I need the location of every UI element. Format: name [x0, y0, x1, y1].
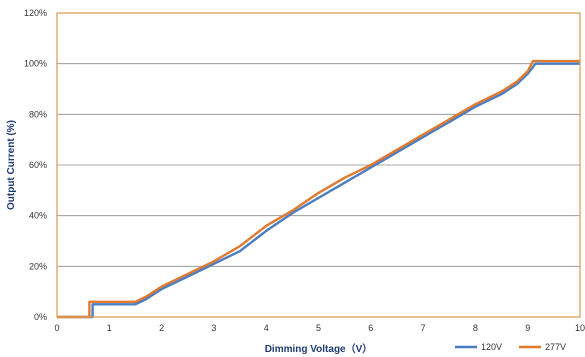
legend: 120V 277V [455, 342, 566, 352]
x-tick-label: 6 [368, 323, 373, 333]
series-line-277V [57, 59, 580, 319]
legend-label-277V: 277V [545, 342, 566, 352]
y-tick-label: 120% [24, 8, 47, 18]
x-tick-label: 3 [211, 323, 216, 333]
grid [57, 63, 580, 267]
y-tick-label: 20% [29, 261, 47, 271]
x-tick-label: 1 [107, 323, 112, 333]
y-tick-label: 40% [29, 211, 47, 221]
x-tick-label: 0 [54, 323, 59, 333]
y-tick-label: 80% [29, 109, 47, 119]
legend-label-120V: 120V [481, 342, 502, 352]
y-tick-labels: 0% 20% 40% 60% 80% 100% 120% [24, 8, 47, 322]
x-tick-label: 10 [575, 323, 585, 333]
x-tick-label: 5 [316, 323, 321, 333]
x-tick-label: 2 [159, 323, 164, 333]
x-tick-labels: 0 1 2 3 4 5 6 7 8 9 10 [54, 323, 585, 333]
x-axis-title: Dimming Voltage（V） [265, 342, 373, 355]
series-layer [57, 59, 580, 319]
x-tick-label: 9 [525, 323, 530, 333]
x-tick-label: 7 [421, 323, 426, 333]
plot-frame [56, 12, 581, 318]
y-tick-label: 100% [24, 59, 47, 69]
y-tick-label: 0% [34, 312, 47, 322]
x-tick-label: 8 [473, 323, 478, 333]
x-tick-label: 4 [264, 323, 269, 333]
series-line-120V [57, 62, 580, 319]
y-axis-title: Output Current (%) [6, 120, 17, 210]
y-tick-label: 60% [29, 160, 47, 170]
